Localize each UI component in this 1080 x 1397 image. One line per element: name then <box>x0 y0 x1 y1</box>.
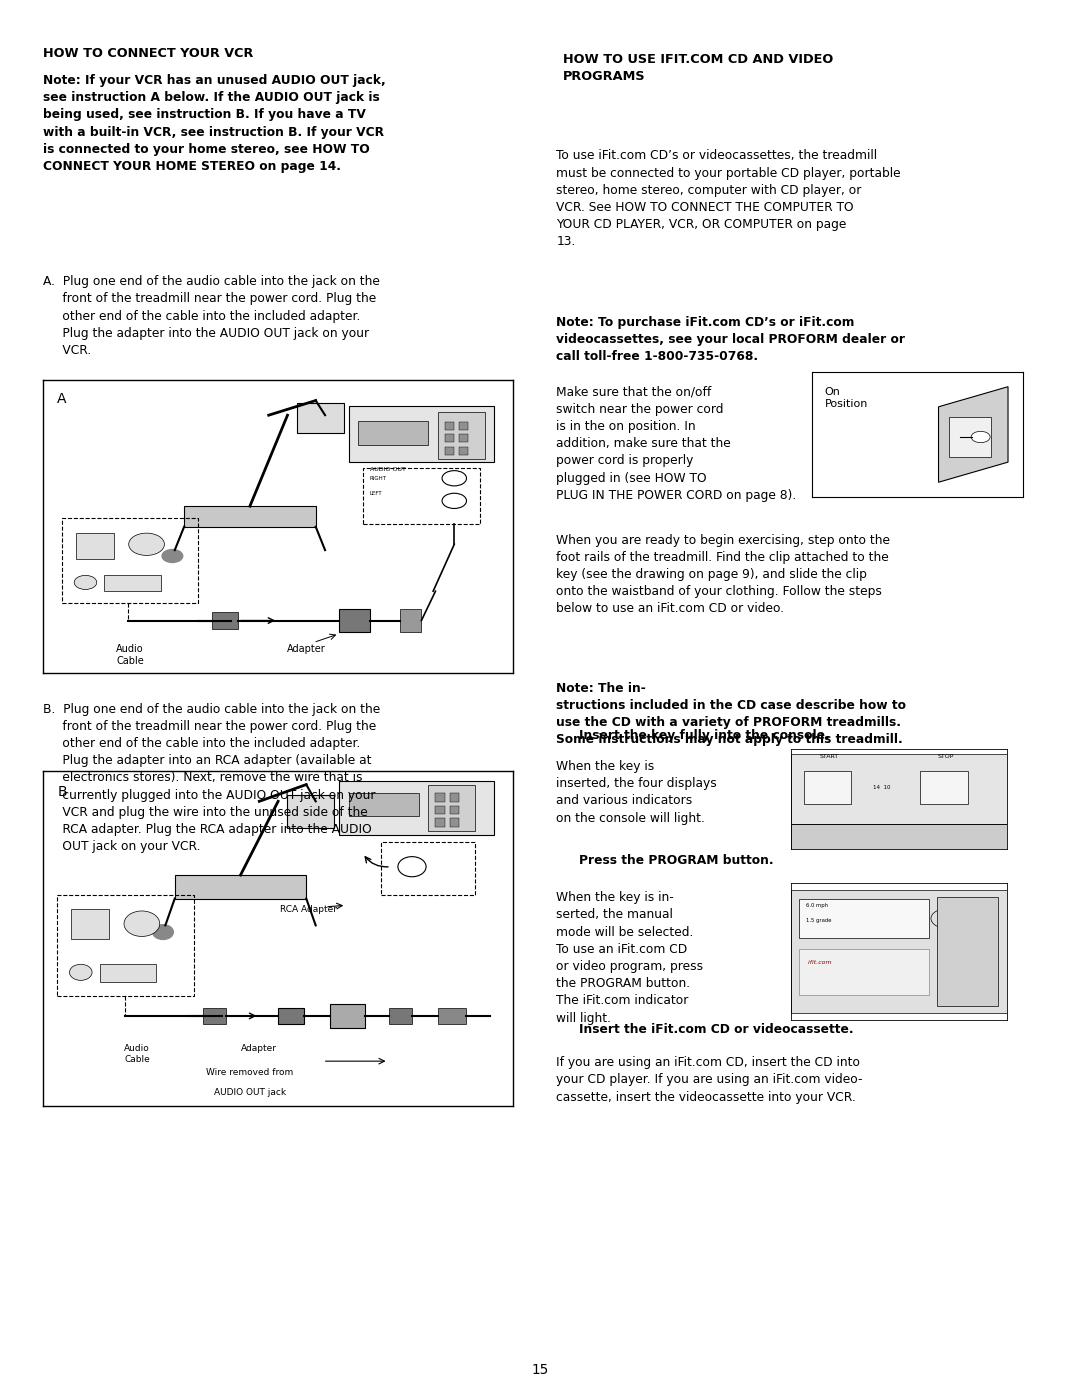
Circle shape <box>152 925 173 939</box>
Text: B: B <box>57 785 67 799</box>
Polygon shape <box>939 387 1008 482</box>
Circle shape <box>971 432 990 443</box>
Bar <box>437 1007 467 1024</box>
Circle shape <box>397 856 427 877</box>
Text: Press the PROGRAM button.: Press the PROGRAM button. <box>579 854 773 866</box>
Bar <box>279 1007 303 1024</box>
Bar <box>297 404 343 433</box>
Bar <box>459 434 469 443</box>
Text: HOW TO USE IFIT.COM CD AND VIDEO
PROGRAMS: HOW TO USE IFIT.COM CD AND VIDEO PROGRAM… <box>563 53 834 82</box>
Circle shape <box>162 549 183 563</box>
Bar <box>329 1004 365 1028</box>
Bar <box>401 609 421 633</box>
Bar <box>349 407 495 462</box>
Bar <box>791 754 1007 824</box>
Text: If you are using an iFit.com CD, insert the CD into
your CD player. If you are u: If you are using an iFit.com CD, insert … <box>556 1056 863 1104</box>
Bar <box>287 795 335 828</box>
Text: On
Position: On Position <box>825 387 868 409</box>
Text: LEFT: LEFT <box>369 492 382 496</box>
Bar <box>459 422 469 430</box>
Bar <box>105 576 161 591</box>
Bar <box>213 612 239 629</box>
Circle shape <box>124 911 160 936</box>
Bar <box>76 532 113 559</box>
Bar <box>437 412 485 460</box>
Circle shape <box>69 964 92 981</box>
Text: Insert the iFit.com CD or videocassette.: Insert the iFit.com CD or videocassette. <box>579 1023 853 1035</box>
Circle shape <box>442 493 467 509</box>
Text: Note: To purchase iFit.com CD’s or iFit.com
videocassettes, see your local PROFO: Note: To purchase iFit.com CD’s or iFit.… <box>556 316 905 363</box>
Text: Insert the key fully into the console.: Insert the key fully into the console. <box>579 729 829 742</box>
Text: B.  Plug one end of the audio cable into the jack on the
     front of the tread: B. Plug one end of the audio cable into … <box>43 703 380 854</box>
Bar <box>949 416 991 457</box>
Text: AUDIO OUT: AUDIO OUT <box>369 467 406 472</box>
Text: RIGHT: RIGHT <box>369 476 387 481</box>
Circle shape <box>931 909 961 928</box>
Bar <box>449 819 459 827</box>
Bar <box>920 771 968 805</box>
Polygon shape <box>175 875 307 898</box>
Text: 2: 2 <box>551 858 562 876</box>
Bar <box>804 771 851 805</box>
Bar <box>799 900 929 937</box>
Text: STOP: STOP <box>937 754 955 759</box>
Bar <box>435 819 445 827</box>
Text: 6.0 mph: 6.0 mph <box>806 904 827 908</box>
Text: Adapter: Adapter <box>241 1045 278 1053</box>
Text: HOW TO CONNECT YOUR VCR: HOW TO CONNECT YOUR VCR <box>43 47 254 60</box>
Bar <box>389 1007 411 1024</box>
Text: When the key is
inserted, the four displays
and various indicators
on the consol: When the key is inserted, the four displ… <box>556 760 717 824</box>
Text: 1.5 grade: 1.5 grade <box>806 918 832 923</box>
Bar <box>357 420 429 444</box>
Text: 15: 15 <box>531 1363 549 1377</box>
Bar <box>445 447 455 455</box>
Text: A.  Plug one end of the audio cable into the jack on the
     front of the tread: A. Plug one end of the audio cable into … <box>43 275 380 358</box>
Text: ifit.com: ifit.com <box>804 960 832 964</box>
Bar <box>435 806 445 814</box>
Bar <box>937 897 998 1006</box>
Circle shape <box>129 534 164 556</box>
Bar <box>445 434 455 443</box>
Circle shape <box>442 471 467 486</box>
Text: Adapter: Adapter <box>287 644 326 654</box>
Text: To use iFit.com CD’s or videocassettes, the treadmill
must be connected to your : To use iFit.com CD’s or videocassettes, … <box>556 149 901 249</box>
Bar <box>445 422 455 430</box>
Bar <box>349 793 419 816</box>
Bar <box>203 1007 227 1024</box>
Text: RCA Adapter: RCA Adapter <box>280 905 337 914</box>
Bar <box>459 447 469 455</box>
Text: Make sure that the on/off
switch near the power cord
is in the on position. In
a: Make sure that the on/off switch near th… <box>556 386 796 502</box>
Bar <box>339 609 369 633</box>
Bar <box>339 781 495 835</box>
Text: 3: 3 <box>551 1027 562 1045</box>
Text: Audio
Cable: Audio Cable <box>124 1045 150 1063</box>
Bar <box>429 785 475 831</box>
Bar <box>99 964 156 982</box>
Text: Audio
Cable: Audio Cable <box>117 644 144 665</box>
Text: 14  10: 14 10 <box>873 785 890 789</box>
Bar <box>449 806 459 814</box>
Text: When the key is in-
serted, the manual
mode will be selected.
To use an iFit.com: When the key is in- serted, the manual m… <box>556 891 703 1024</box>
Text: Note: The in-
structions included in the CD case describe how to
use the CD with: Note: The in- structions included in the… <box>556 682 906 746</box>
Bar <box>71 908 109 939</box>
Text: Note: If your VCR has an unused AUDIO OUT jack,
see instruction A below. If the : Note: If your VCR has an unused AUDIO OU… <box>43 74 386 173</box>
Text: When you are ready to begin exercising, step onto the
foot rails of the treadmil: When you are ready to begin exercising, … <box>556 534 890 616</box>
Text: AUDIO OUT jack: AUDIO OUT jack <box>214 1088 286 1097</box>
Polygon shape <box>184 506 315 527</box>
Text: 1: 1 <box>551 733 562 752</box>
Bar <box>449 793 459 802</box>
Bar <box>799 949 929 995</box>
Circle shape <box>75 576 97 590</box>
Text: START: START <box>820 754 839 759</box>
Bar <box>435 793 445 802</box>
Bar <box>791 824 1007 849</box>
Text: A: A <box>57 391 67 405</box>
Text: Wire removed from: Wire removed from <box>206 1067 294 1077</box>
